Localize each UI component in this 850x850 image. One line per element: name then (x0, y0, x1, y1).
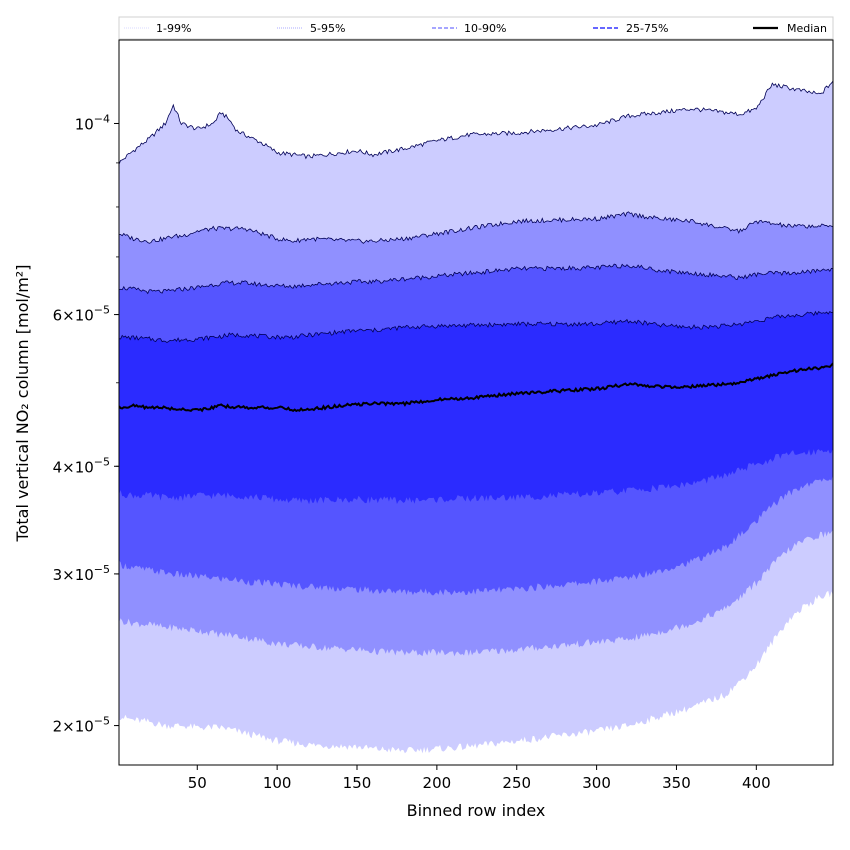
x-tick-label-400: 400 (742, 774, 771, 792)
y-tick-label-2: 4×10−5 (53, 455, 110, 476)
y-tick-label-3: 6×10−5 (53, 304, 110, 325)
x-tick-label-250: 250 (502, 774, 531, 792)
x-axis-label: Binned row index (407, 801, 546, 820)
percentile-bands (119, 80, 833, 754)
band-upper-edge-10-90% (119, 263, 833, 295)
legend-label-2: 10-90% (464, 22, 506, 35)
y-tick-label-4: 10−4 (75, 112, 110, 133)
plot-frame (118, 39, 834, 766)
band-upper-edge-1-99% (119, 80, 833, 165)
x-axis: 50 100 150 200 250 300 350 400 (188, 765, 771, 792)
band-upper-edge-25-75% (119, 310, 833, 344)
median-series (119, 362, 833, 413)
x-tick-label-150: 150 (343, 774, 372, 792)
legend-label-0: 1-99% (156, 22, 191, 35)
band-fill-25-75% (119, 311, 833, 505)
y-tick-label-0: 2×10−5 (53, 715, 110, 736)
legend: 1-99% 5-95% 10-90% 25-75% Median (118, 16, 834, 40)
x-tick-label-50: 50 (188, 774, 207, 792)
x-tick-label-300: 300 (582, 774, 611, 792)
legend-label-3: 25-75% (626, 22, 668, 35)
x-tick-label-350: 350 (662, 774, 691, 792)
legend-frame (118, 16, 834, 40)
y-tick-label-1: 3×10−5 (53, 563, 110, 584)
y-axis-label: Total vertical NO₂ column [mol/m²] (13, 265, 32, 543)
legend-label-4: Median (787, 22, 827, 35)
y-axis: 2×10−5 3×10−5 4×10−5 6×10−5 10−4 (53, 112, 119, 736)
x-tick-label-100: 100 (263, 774, 292, 792)
legend-label-1: 5-95% (310, 22, 345, 35)
x-tick-label-200: 200 (423, 774, 452, 792)
band-upper-edge-5-95% (119, 211, 833, 244)
median-line (119, 362, 833, 413)
